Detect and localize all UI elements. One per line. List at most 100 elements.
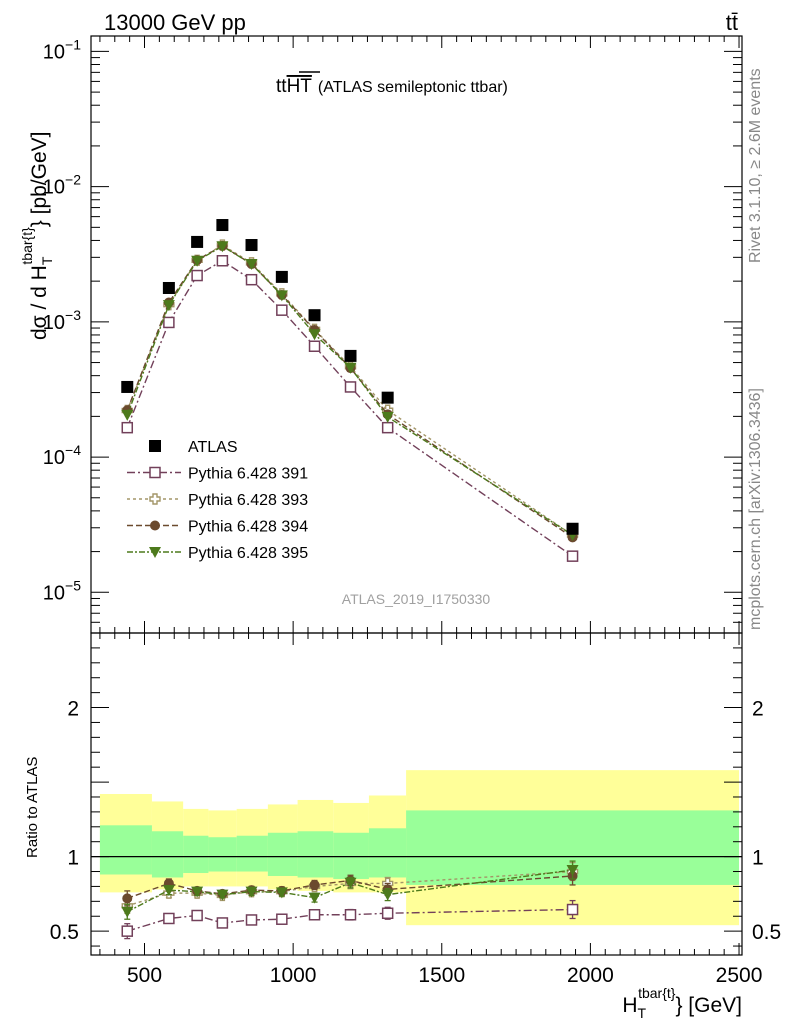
main-series-line (126, 245, 573, 536)
ratio-point (121, 906, 134, 918)
ratio-panel: 500 1000 1500 2000 2500 0.5 0.5 1 1 2 2 (50, 632, 781, 987)
mc-point (191, 269, 203, 282)
legend-label: Pythia 6.428 393 (188, 492, 308, 509)
ratio-point (275, 887, 288, 899)
legend-label: Pythia 6.428 391 (188, 466, 308, 483)
data-point (381, 391, 394, 404)
ratio-point (308, 892, 321, 904)
process-label: tt̄ (726, 10, 738, 35)
mc-point (344, 381, 357, 393)
x-axis-label: HTtbar{t}} [GeV] (622, 985, 742, 1021)
ratio-point (566, 903, 579, 916)
ratio-y-tick-label: 2 (67, 698, 79, 721)
ratio-series-line (127, 875, 573, 900)
mc-point (566, 550, 579, 562)
ratio-frame (90, 632, 743, 956)
ratio-point (216, 917, 229, 929)
ratio-band-inner-bin (267, 832, 298, 876)
mc-point (191, 255, 204, 267)
main-panel: 10−5 10−4 10−3 10−2 10−1 (43, 35, 743, 634)
ratio-point (245, 914, 258, 926)
main-y-tick-label: 10−5 (43, 577, 81, 604)
legend: ATLAS Pythia 6.428 391 Pythia 6.428 393 Pyt… (127, 439, 308, 562)
mc-point (381, 421, 394, 434)
x-tick-label: 500 (127, 964, 162, 987)
ratio-series-line (127, 908, 573, 932)
mcplots-source-label: mcplots.cern.ch [arXiv:1306.3436] (747, 388, 764, 630)
data-point (121, 380, 134, 393)
ratio-band-inner-bin (236, 835, 268, 872)
ratio-y-tick-label-right: 0.5 (752, 921, 781, 944)
ratio-point (191, 909, 203, 922)
legend-marker (149, 493, 161, 505)
ratio-point (121, 925, 134, 937)
main-y-tick-label: 10−4 (43, 442, 81, 469)
ratio-series-line (126, 869, 573, 913)
mc-point (162, 300, 175, 312)
collision-energy-label: 13000 GeV pp (104, 10, 246, 35)
ratio-point (163, 912, 175, 925)
plot-title-main: tt (276, 76, 287, 97)
ratio-point (381, 889, 394, 901)
plot-title-subtitle: (ATLAS semileptonic ttbar) (318, 79, 508, 96)
ratio-point (191, 886, 204, 898)
legend-label: ATLAS (188, 439, 238, 456)
analysis-id-watermark: ATLAS_2019_I1750330 (342, 591, 491, 607)
y-axis-label-sup: tbar{t} (19, 227, 35, 265)
ratio-point (122, 893, 133, 904)
ratio-point (309, 879, 320, 890)
y-axis-label-ratio: Ratio to ATLAS (24, 757, 41, 858)
mc-point (245, 258, 258, 270)
rivet-version-label: Rivet 3.1.10, ≥ 2.6M events (747, 68, 764, 263)
y-axis-label-sub: T (39, 256, 55, 265)
legend-marker (149, 547, 161, 558)
mc-point (275, 290, 288, 302)
mc-point (216, 255, 229, 267)
legend-marker (149, 466, 161, 479)
plot-title-overlined: HT (287, 76, 313, 97)
mc-point (163, 316, 175, 329)
ratio-point (381, 907, 394, 920)
ratio-point (308, 909, 321, 921)
y-axis-label-prefix: dσ / d H (28, 265, 51, 340)
data-point (275, 270, 288, 283)
main-y-tick-label: 10−3 (43, 307, 81, 334)
ratio-band-inner-bin (368, 828, 407, 878)
data-point (308, 309, 321, 322)
ratio-band-inner-bin (99, 825, 152, 875)
x-axis-label-suffix: } [GeV] (675, 994, 742, 1017)
mc-point (121, 421, 134, 434)
main-series-line (126, 245, 573, 538)
ratio-point (245, 886, 258, 898)
ratio-point (276, 913, 288, 925)
data-point (162, 281, 175, 294)
mc-point (276, 304, 288, 316)
main-y-tick-label: 10−1 (43, 36, 81, 63)
mc-point (308, 329, 321, 341)
ratio-point (344, 909, 357, 921)
data-point (191, 235, 204, 248)
data-point (216, 219, 229, 232)
data-point (245, 239, 258, 252)
x-tick-label: 2000 (567, 964, 614, 987)
ratio-band-inner-bin (297, 831, 334, 878)
y-axis-label-main: dσ / d HTtbar{t}} [pb/GeV] (19, 132, 55, 341)
legend-label: Pythia 6.428 394 (188, 519, 308, 536)
ratio-band-inner-bin (151, 831, 184, 878)
ratio-y-tick-label-right: 2 (752, 698, 764, 721)
mc-point (381, 411, 394, 423)
mc-point (308, 340, 321, 353)
ratio-point (344, 877, 357, 889)
ratio-band-inner-bin (208, 837, 237, 872)
y-axis-label-suffix: } [pb/GeV] (28, 132, 51, 228)
x-axis-label-prefix: H (622, 994, 637, 1017)
mc-point (245, 273, 258, 286)
legend-marker (149, 440, 161, 452)
ratio-y-tick-label: 1 (67, 847, 79, 870)
data-point (344, 349, 357, 362)
ratio-band-inner-bin (183, 835, 209, 874)
data-point (566, 522, 579, 535)
x-axis-label-sub: T (638, 1005, 647, 1021)
